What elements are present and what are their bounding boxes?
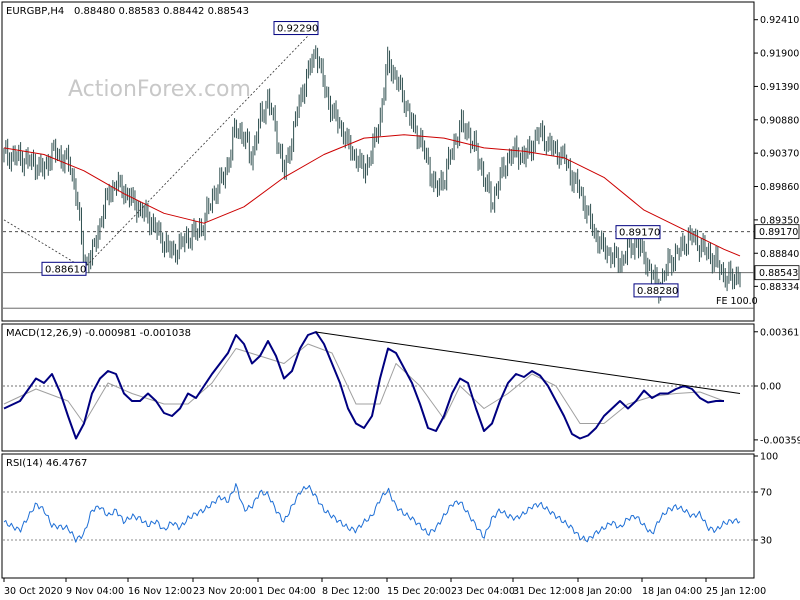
price-tick-label: 0.90370 [760,149,799,160]
macd-lines [3,331,754,440]
annotation-label-1: 0.88610 [45,264,86,275]
price-panel-frame [1,1,755,322]
annotation-box-1 [41,261,87,276]
price-annotations: 0.92290 0.88610 0.89170 0.88280 FE 100.0 [41,21,758,307]
price-tick-label: 0.91900 [760,49,799,60]
price-tick-label: 0.91390 [760,82,799,93]
current-price-label-0: 0.89170 [759,227,798,238]
rsi-panel-frame [1,453,755,579]
annotation-box-3 [633,283,679,298]
macd-panel-frame [1,323,755,452]
rsi-title: RSI(14) 46.4767 [6,458,87,469]
fibonacci-dashed-lines [3,27,317,269]
rsi-axis: 100 70 30 [754,452,778,547]
chart-symbol: EURGBP,H4 [6,6,64,17]
time-tick-label: 9 Nov 04:00 [66,586,124,597]
rsi-line [3,483,741,543]
rsi-tick-label: 100 [760,452,778,463]
price-tick-label: 0.90880 [760,115,799,126]
annotation-box-2 [615,225,661,240]
price-tick-label: 0.88840 [760,249,799,260]
price-tick-label: 0.92410 [760,15,799,26]
annotation-label-3: 0.88280 [637,286,678,297]
time-tick-label: 8 Dec 12:00 [322,586,380,597]
current-price-box-0 [754,224,800,240]
panel-frames [1,1,755,579]
price-tick-label: 0.88334 [760,282,799,293]
watermark: ActionForex.com [68,77,251,102]
annotation-label-2: 0.89170 [619,228,660,239]
macd-title: MACD(12,26,9) -0.000981 -0.001038 [6,328,191,339]
time-tick-label: 31 Dec 12:00 [513,586,577,597]
price-tick-label: 0.89860 [760,182,799,193]
macd-axis: 0.003615 0.00 -0.003592 [754,327,800,446]
rsi-tick-label: 30 [760,536,772,547]
current-price-box-1 [754,265,800,281]
time-tick-label: 23 Nov 20:00 [193,586,257,597]
macd-tick-label: -0.003592 [760,435,800,446]
moving-average-line [3,134,741,257]
time-tick-label: 16 Nov 12:00 [128,586,192,597]
fe-label: FE 100.0 [716,296,758,307]
time-tick-label: 15 Dec 20:00 [387,586,451,597]
time-axis: 30 Oct 2020 9 Nov 04:00 16 Nov 12:00 23 Nov… [3,578,766,597]
ohlc-readout: 0.88480 0.88583 0.88442 0.88543 [74,6,249,17]
current-price-label-1: 0.88543 [759,268,798,279]
dashed-line-0 [3,219,85,269]
macd-main-line [3,331,724,440]
macd-tick-label: 0.003615 [760,327,800,338]
price-candles [3,45,741,304]
time-tick-label: 25 Jan 12:00 [706,586,766,597]
time-tick-label: 30 Oct 2020 [4,586,63,597]
rsi-line [3,483,754,543]
macd-tick-label: 0.00 [760,382,781,393]
price-axis: 0.92410 0.91900 0.91390 0.90880 0.90370 0.898… [754,15,800,293]
macd-signal-line [3,343,725,424]
time-tick-label: 18 Jan 04:00 [642,586,702,597]
time-tick-label: 8 Jan 20:00 [578,586,632,597]
rsi-tick-label: 70 [760,488,772,499]
moving-average [3,134,741,257]
annotation-box-0 [273,21,319,36]
macd-trendline [315,331,741,394]
price-tick-label: 0.89350 [760,215,799,226]
annotation-label-0: 0.92290 [277,24,318,35]
time-tick-label: 23 Dec 04:00 [451,586,515,597]
time-tick-label: 1 Dec 04:00 [258,586,316,597]
